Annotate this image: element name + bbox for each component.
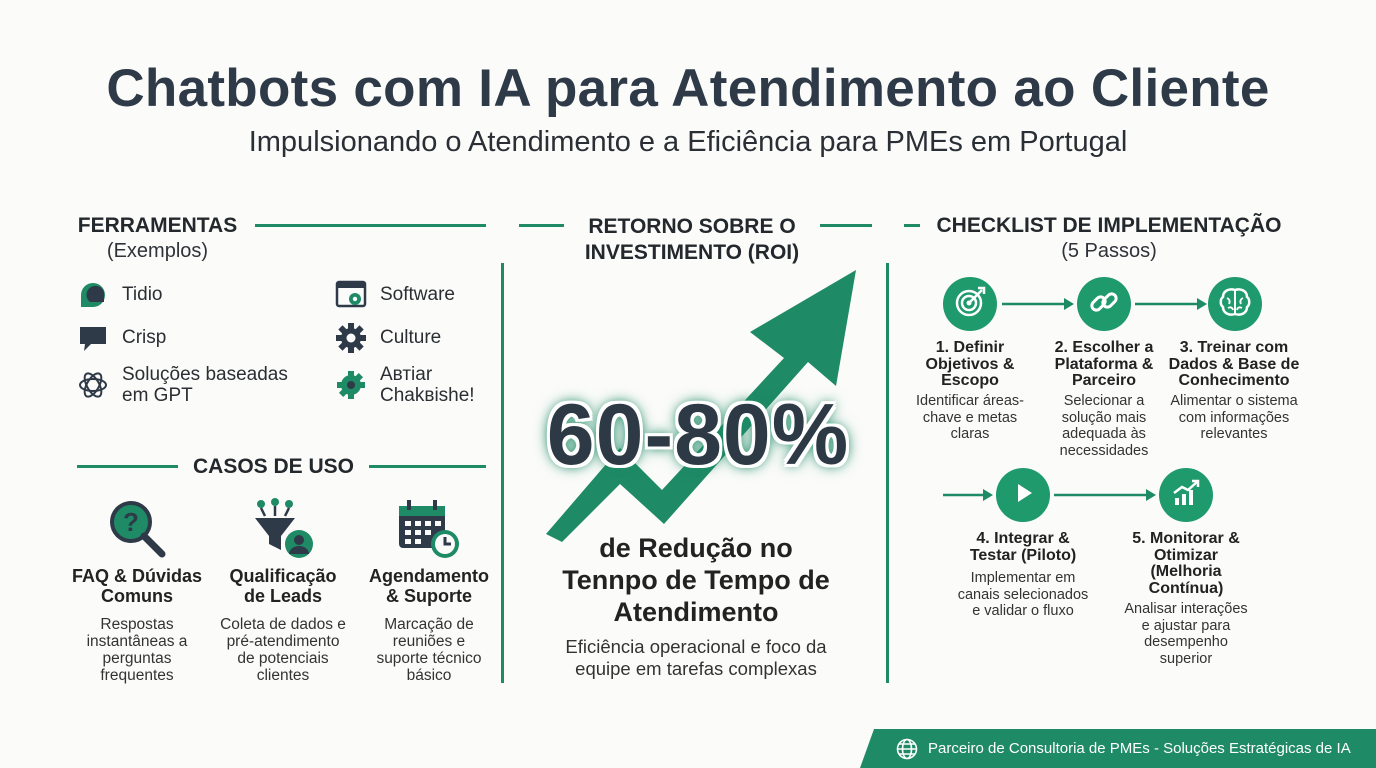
- step-3-title: 3. Treinar com Dados & Base de Conhecime…: [1168, 339, 1300, 389]
- page-title: Chatbots com IA para Atendimento ao Clie…: [106, 59, 1270, 118]
- software-window-icon: [334, 278, 368, 312]
- chart-up-icon: [1171, 478, 1201, 513]
- step-5-desc: Analisar interações e ajustar para desem…: [1124, 601, 1248, 667]
- page-subtitle: Impulsionando o Atendimento e a Eficiênc…: [248, 126, 1128, 158]
- chat-bubble-icon: [76, 278, 110, 312]
- tool-label: Crisp: [122, 327, 167, 348]
- step-1-circle: [943, 277, 997, 331]
- footer-banner: Parceiro de Consultoria de PMEs - Soluçõ…: [860, 729, 1376, 768]
- tool-item-tidio: Tidio: [76, 278, 162, 312]
- use-case-desc: Respostas instantâneas a perguntas frequ…: [86, 616, 188, 684]
- divider-right: [886, 263, 889, 683]
- question-search-icon: ?: [106, 498, 168, 560]
- step-2-title: 2. Escolher a Plataforma & Parceiro: [1054, 339, 1154, 389]
- brain-icon: [1218, 286, 1252, 323]
- divider-left: [501, 263, 504, 683]
- gear-icon: [334, 321, 368, 355]
- step-4-desc: Implementar em canais selecionados e val…: [957, 570, 1089, 619]
- play-icon: [1009, 479, 1037, 512]
- calendar-clock-icon: [397, 498, 461, 560]
- step-2-circle: [1077, 277, 1131, 331]
- tool-label-line1: Soluções baseadas: [122, 364, 288, 385]
- link-icon: [1088, 286, 1120, 323]
- roi-main-text: de Redução no Tennpo de Tempo de Atendim…: [562, 533, 830, 627]
- use-case-desc: Coleta de dados e pré-atendimento de pot…: [220, 616, 346, 684]
- use-cases-line-left: [77, 465, 178, 468]
- arrow-2-3: [1135, 297, 1207, 311]
- tool-label-line1: Aвтiar: [380, 364, 433, 385]
- funnel-user-icon: [251, 496, 315, 560]
- roi-sub-text: Eficiência operacional e foco da equipe …: [565, 636, 827, 679]
- step-1-desc: Identificar áreas- chave e metas claras: [916, 393, 1024, 442]
- roi-title: RETORNO SOBRE O INVESTIMENTO (ROI): [584, 215, 800, 264]
- target-icon: [954, 286, 986, 323]
- tool-label: Culture: [380, 327, 442, 348]
- gear-bot-icon: [334, 368, 368, 402]
- tool-label-line2: em GPT: [122, 385, 193, 406]
- tool-item-chatbot-builder: Aвтiar Chakвishe!: [334, 364, 475, 406]
- tools-subtitle: (Exemplos): [106, 240, 209, 262]
- step-2-desc: Selecionar a solução mais adequada às ne…: [1059, 393, 1149, 459]
- tools-header-line: [255, 224, 486, 227]
- step-5-circle: [1159, 468, 1213, 522]
- use-cases-line-right: [369, 465, 486, 468]
- use-case-title: Qualificação de Leads: [229, 566, 337, 606]
- tools-title: FERRAMENTAS: [77, 214, 238, 237]
- globe-icon: [896, 738, 918, 760]
- svg-text:?: ?: [123, 507, 139, 537]
- roi-header-line-right: [820, 224, 872, 227]
- tool-item-crisp: Crisp: [76, 321, 166, 355]
- checklist-subtitle: (5 Passos): [1061, 240, 1157, 262]
- roi-value: 60-80%: [546, 387, 850, 483]
- use-cases-title: CASOS DE USO: [192, 455, 355, 478]
- step-4-circle: [996, 468, 1050, 522]
- gpt-knot-icon: [76, 368, 110, 402]
- tool-item-gpt: Soluções baseadas em GPT: [76, 364, 288, 406]
- checklist-title: CHECKLIST DE IMPLEMENTAÇÃO: [936, 214, 1282, 237]
- tool-label-line2: Chakвishe!: [380, 385, 475, 406]
- step-3-desc: Alimentar o sistema com informações rele…: [1170, 393, 1298, 442]
- checklist-header-line: [904, 224, 920, 227]
- use-case-desc: Marcação de reuniões e suporte técnico b…: [376, 616, 482, 684]
- step-1-title: 1. Definir Objetivos & Escopo: [925, 339, 1015, 389]
- step-4-title: 4. Integrar & Testar (Piloto): [969, 530, 1077, 564]
- tool-label: Tidio: [122, 284, 163, 305]
- use-case-title: FAQ & Dúvidas Comuns: [71, 566, 203, 606]
- growth-arrow-graphic: [540, 262, 870, 542]
- arrow-4-5: [1054, 488, 1156, 502]
- tool-item-culture: Culture: [334, 321, 441, 355]
- step-3-circle: [1208, 277, 1262, 331]
- use-case-title: Agendamento & Suporte: [368, 566, 489, 606]
- arrow-1-2: [1002, 297, 1074, 311]
- step-5-title: 5. Monitorar & Otimizar (Melhoria Contín…: [1132, 530, 1240, 597]
- tool-label: Software: [380, 284, 455, 305]
- arrow-into-4: [943, 488, 993, 502]
- roi-header-line-left: [519, 224, 564, 227]
- footer-text: Parceiro de Consultoria de PMEs - Soluçõ…: [928, 740, 1351, 757]
- message-icon: [76, 321, 110, 355]
- tool-item-software: Software: [334, 278, 455, 312]
